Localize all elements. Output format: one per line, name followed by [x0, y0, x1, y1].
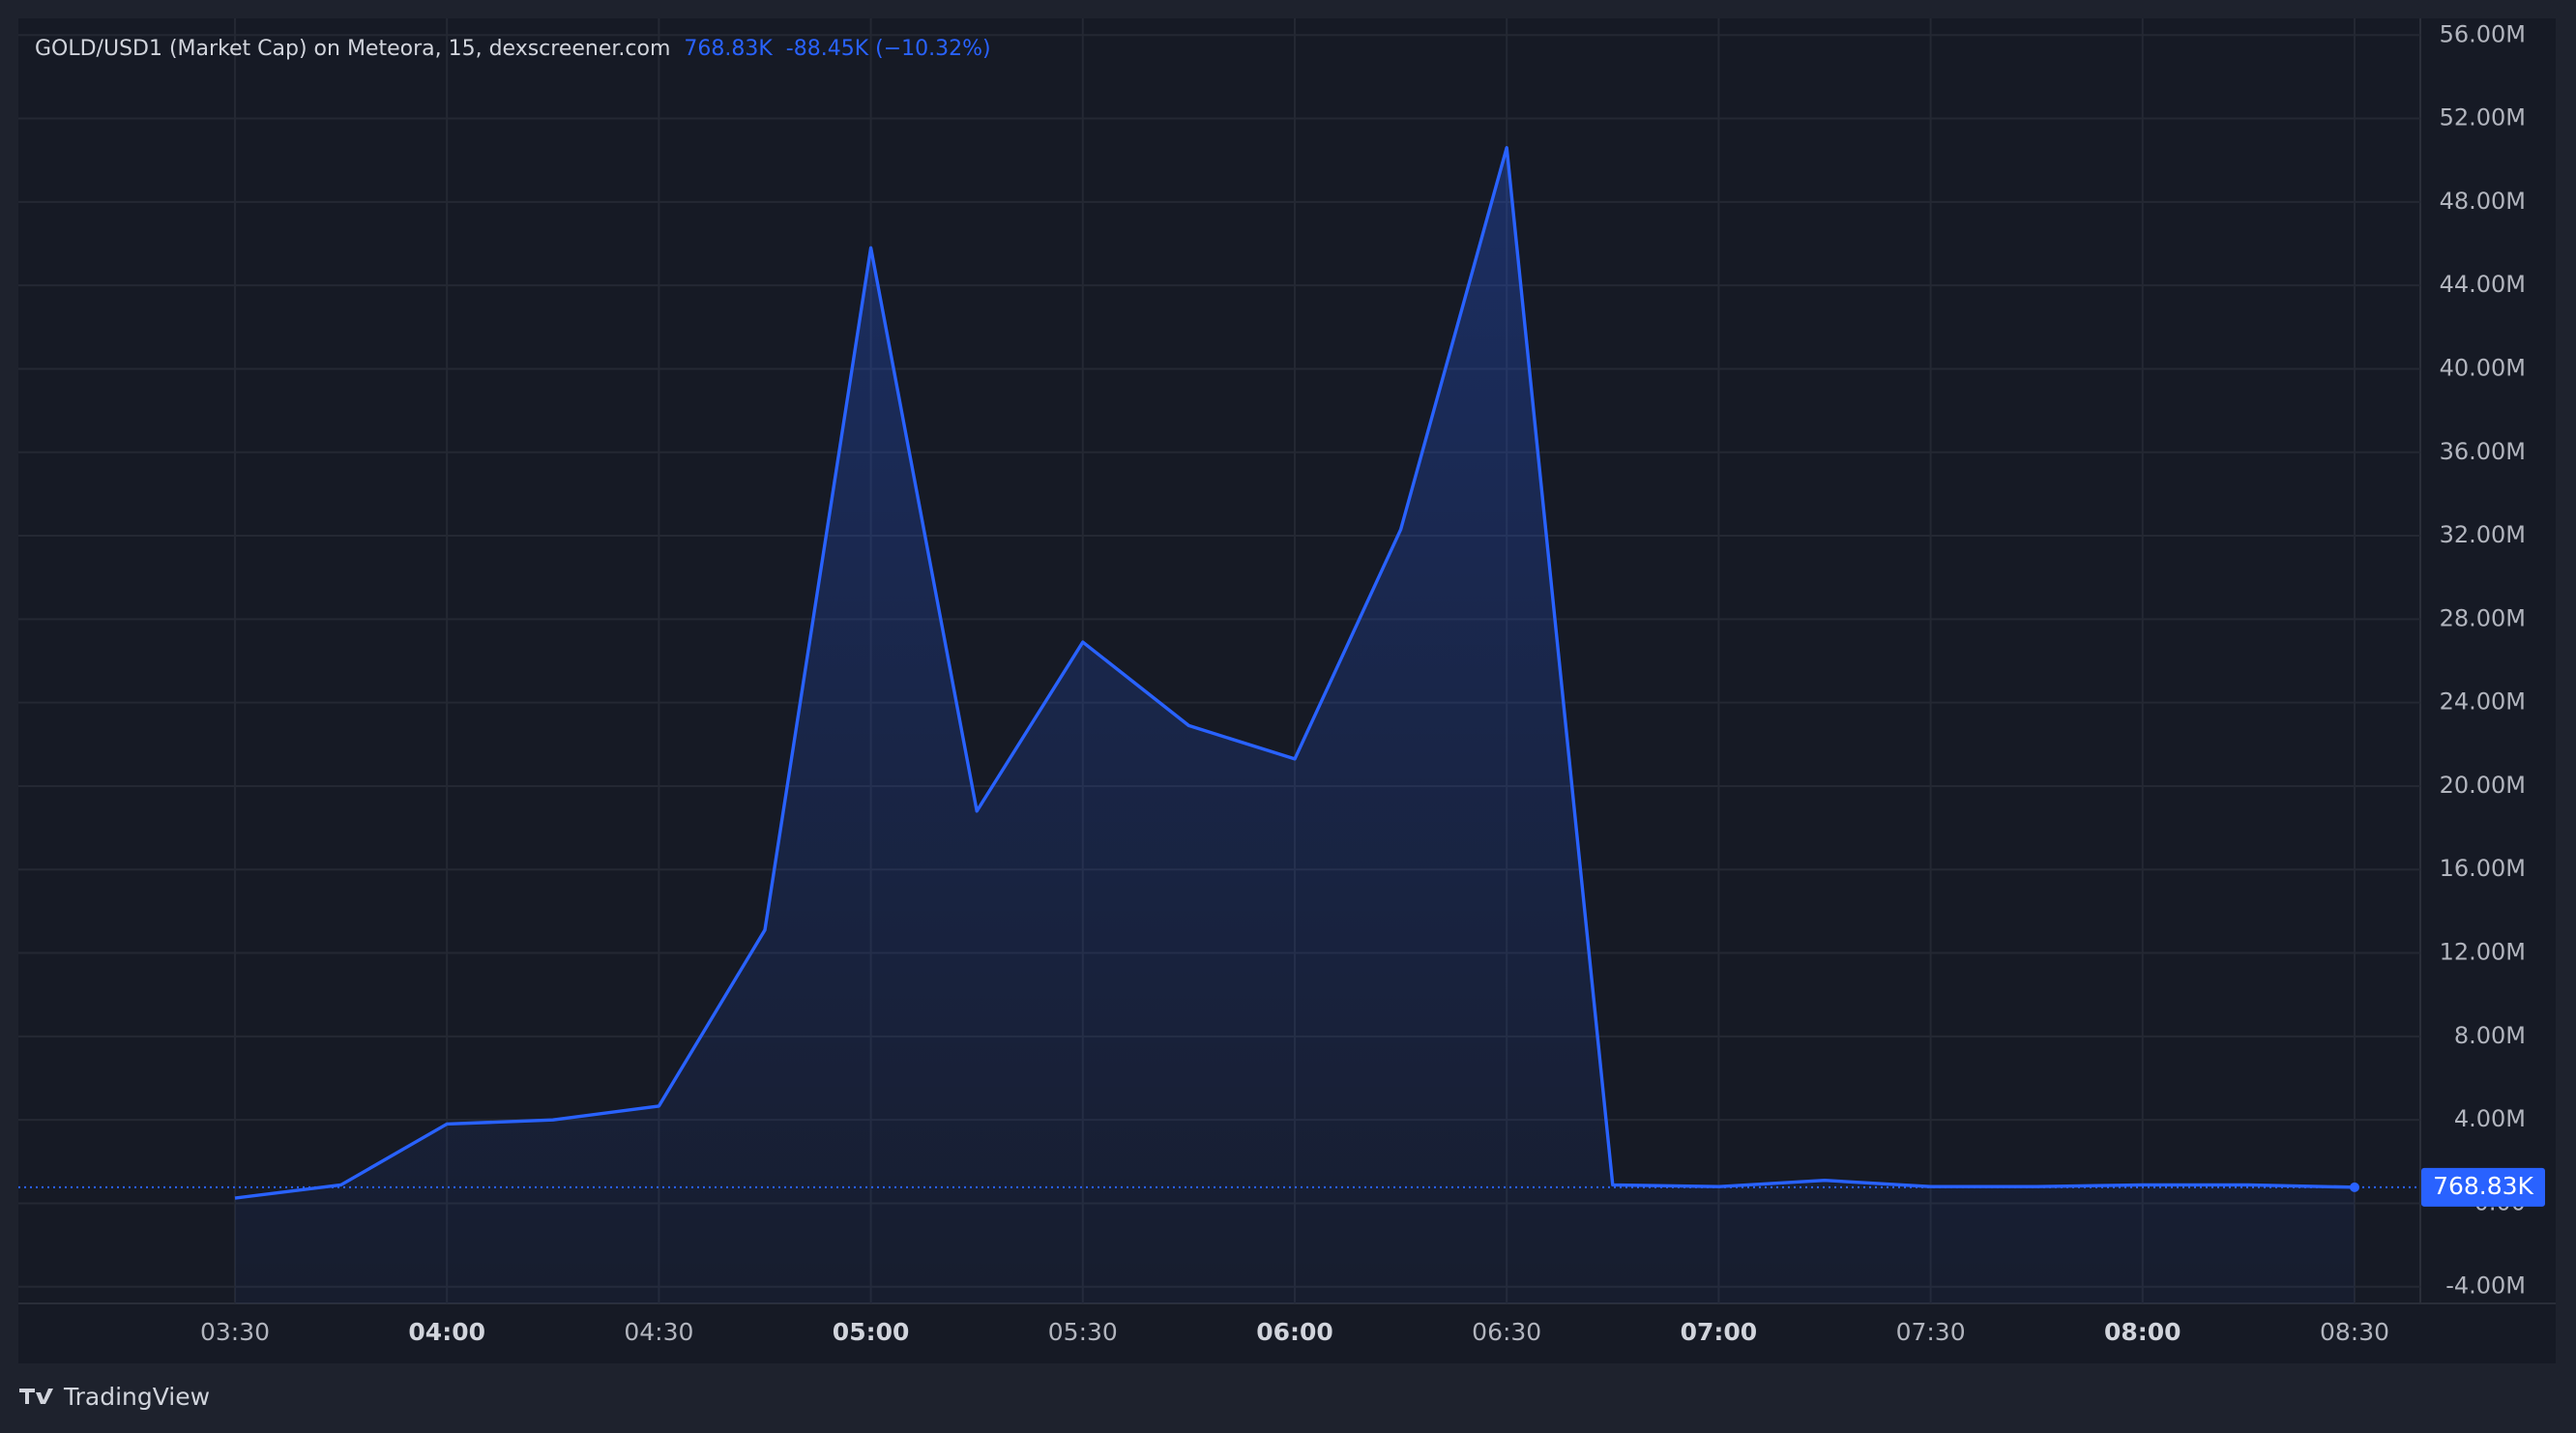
y-tick-label: 44.00M — [2440, 271, 2526, 298]
x-tick-label: 08:30 — [2320, 1318, 2389, 1346]
x-tick-label: 07:30 — [1896, 1318, 1966, 1346]
y-tick-label: 56.00M — [2440, 20, 2526, 47]
area — [235, 147, 2355, 1304]
y-tick-label: 28.00M — [2440, 604, 2526, 631]
labels: -4.00M0.004.00M8.00M12.00M16.00M20.00M24… — [200, 20, 2545, 1346]
y-tick-label: 20.00M — [2440, 772, 2526, 799]
y-tick-label: 8.00M — [2454, 1022, 2526, 1049]
logo-mark — [19, 1389, 53, 1404]
y-tick-label: -4.00M — [2445, 1272, 2526, 1300]
x-tick-label: 06:30 — [1472, 1318, 1541, 1346]
price-badge — [2421, 1167, 2545, 1207]
x-tick-label: 07:00 — [1681, 1318, 1758, 1346]
x-tick-label: 05:30 — [1048, 1318, 1118, 1346]
y-tick-label: 12.00M — [2440, 939, 2526, 966]
x-tick-label: 04:30 — [624, 1318, 693, 1346]
last-point — [2350, 1182, 2359, 1192]
x-tick-label: 03:30 — [200, 1318, 270, 1346]
y-tick-label: 48.00M — [2440, 188, 2526, 215]
price-badge-label: 768.83K — [2433, 1172, 2533, 1200]
y-tick-label: 40.00M — [2440, 354, 2526, 381]
y-tick-label: 4.00M — [2454, 1105, 2526, 1132]
logo: TradingView — [19, 1383, 210, 1411]
y-tick-label: 36.00M — [2440, 438, 2526, 465]
plot — [18, 146, 2420, 1304]
x-tick-label: 08:00 — [2104, 1318, 2181, 1346]
x-tick-label: 06:00 — [1256, 1318, 1333, 1346]
watermark: TradingView — [63, 1383, 210, 1411]
y-tick-label: 32.00M — [2440, 521, 2526, 548]
x-tick-label: 05:00 — [833, 1318, 910, 1346]
chart-title: GOLD/USD1 (Market Cap) on Meteora, 15, d… — [35, 37, 670, 61]
y-tick-label: 24.00M — [2440, 688, 2526, 716]
header-value: 768.83K — [684, 37, 773, 61]
y-tick-label: 16.00M — [2440, 855, 2526, 882]
header-change: -88.45K (−10.32%) — [786, 37, 991, 61]
y-tick-label: 52.00M — [2440, 104, 2526, 132]
x-tick-label: 04:00 — [408, 1318, 485, 1346]
line — [234, 146, 2356, 1200]
